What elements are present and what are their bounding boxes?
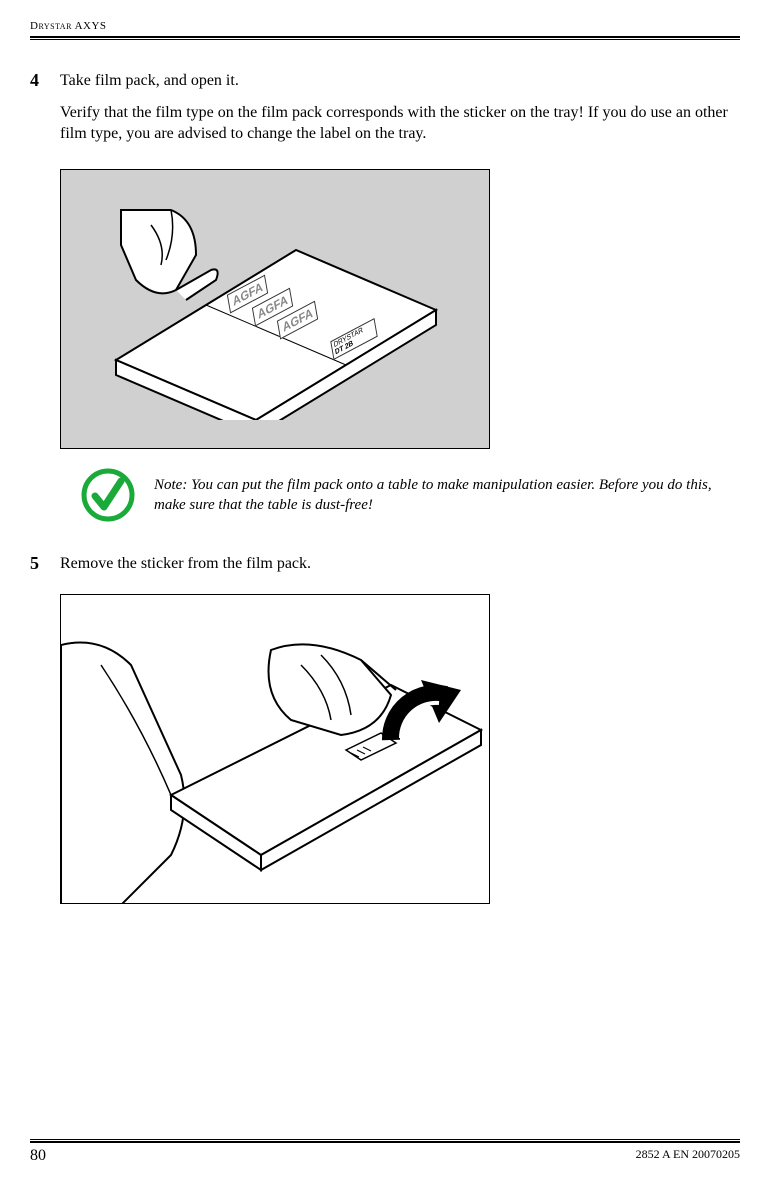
note-block: Note: You can put the film pack onto a t…	[80, 467, 740, 523]
doc-id: 2852 A EN 20070205	[636, 1147, 740, 1165]
header-rule-thin	[30, 39, 740, 40]
footer-rule	[30, 1141, 740, 1143]
step-5: 5 Remove the sticker from the film pack.	[30, 553, 740, 585]
figure-remove-sticker	[60, 594, 490, 904]
step-number: 4	[30, 70, 60, 159]
page-footer: 80 2852 A EN 20070205	[30, 1139, 740, 1165]
step-title: Take film pack, and open it.	[60, 70, 740, 92]
illustration-icon	[61, 595, 490, 904]
footer-rule	[30, 1139, 740, 1140]
hand-icon	[116, 205, 226, 315]
step-para: Verify that the film type on the film pa…	[60, 102, 740, 145]
header-rule	[30, 36, 740, 38]
checkmark-icon	[80, 467, 136, 523]
step-number: 5	[30, 553, 60, 585]
step-title: Remove the sticker from the film pack.	[60, 553, 740, 575]
figure-film-pack-open: AGFA AGFA AGFA DRYSTAR DT 2B	[60, 169, 490, 449]
page-number: 80	[30, 1147, 46, 1165]
header-product: Drystar AXYS	[30, 20, 740, 32]
note-text: Note: You can put the film pack onto a t…	[154, 475, 740, 516]
step-4: 4 Take film pack, and open it. Verify th…	[30, 70, 740, 159]
